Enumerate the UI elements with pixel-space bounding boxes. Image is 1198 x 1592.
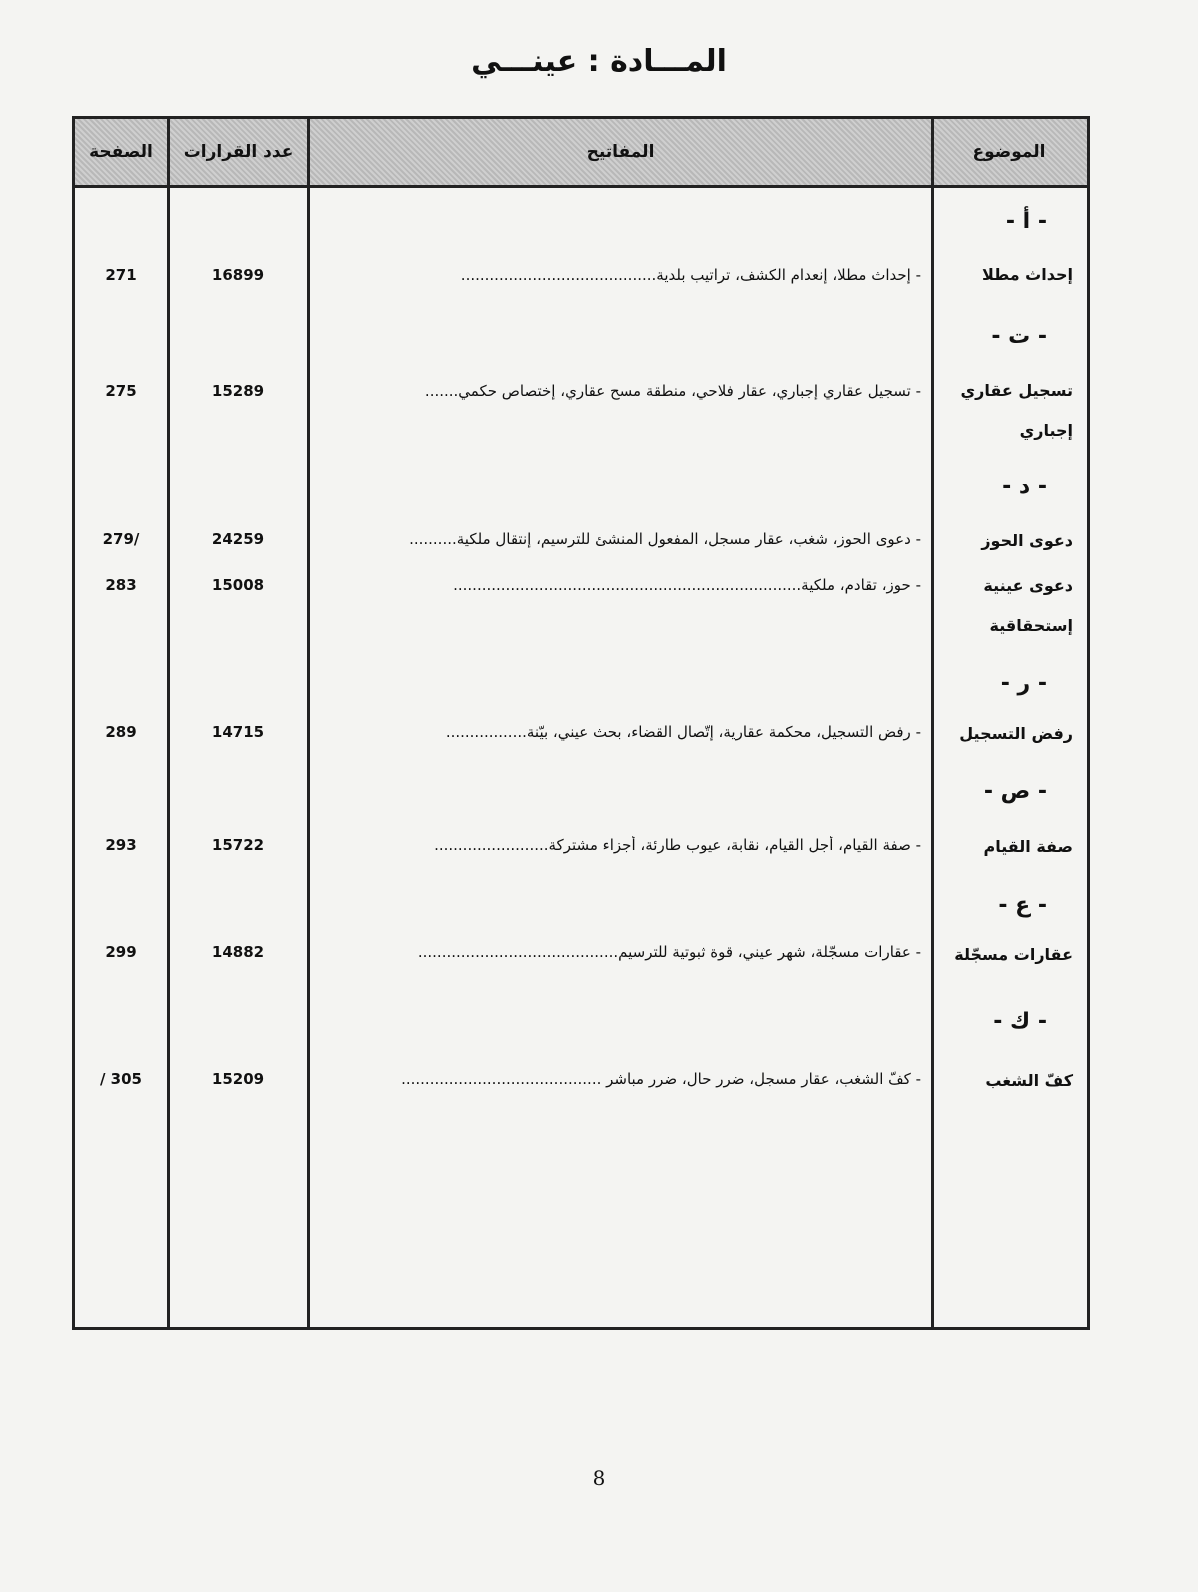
section-letter: - ص -: [983, 779, 1047, 804]
section-letter: - ع -: [998, 893, 1047, 918]
count: 14715: [211, 723, 265, 741]
column-divider: [307, 119, 310, 1327]
header-topic: الموضوع: [972, 142, 1046, 162]
page-ref: / 305: [99, 1070, 142, 1088]
count: 15722: [211, 836, 265, 854]
keys: - دعوى الحوز، شغب، عقار مسجل، المفعول ال…: [409, 530, 921, 548]
header-keys: المفاتيح: [586, 142, 655, 162]
header-count: عدد القرارات: [183, 142, 294, 162]
page-ref: 293: [105, 836, 137, 854]
keys: - كفّ الشغب، عقار مسجل، ضرر حال، ضرر مبا…: [401, 1070, 921, 1088]
page-ref: 271: [105, 266, 137, 284]
header-page: الصفحة: [89, 142, 153, 162]
page-number: 8: [592, 1466, 606, 1490]
page-ref: 283: [105, 576, 137, 594]
page-ref: 299: [105, 943, 137, 961]
page-ref: 275: [105, 382, 137, 400]
topic: تسجيل عقاري إجباري: [960, 381, 1073, 440]
keys: - تسجيل عقاري إجباري، عقار فلاحي، منطقة …: [424, 382, 921, 400]
index-table: الصفحة عدد القرارات المفاتيح الموضوع - أ…: [72, 116, 1090, 1330]
page-ref: 279/: [102, 530, 140, 548]
keys: - صفة القيام، أجل القيام، نقابة، عيوب طا…: [434, 836, 921, 854]
keys: - عقارات مسجّلة، شهر عيني، قوة ثبوتية لل…: [417, 943, 921, 961]
section-letter: - أ -: [1005, 209, 1047, 234]
section-letter: - ر -: [1000, 671, 1047, 696]
keys: - حوز، تقادم، ملكية.....................…: [453, 576, 921, 594]
topic: عقارات مسجّلة: [954, 945, 1073, 964]
table-header: [75, 119, 1087, 188]
topic: دعوى الحوز: [981, 531, 1073, 550]
page-ref: 289: [105, 723, 137, 741]
section-letter: - د -: [1002, 474, 1047, 499]
count: 24259: [211, 530, 265, 548]
topic: رفض التسجيل: [959, 724, 1073, 743]
topic: إحداث مطلا: [981, 265, 1073, 284]
count: 14882: [211, 943, 265, 961]
section-letter: - ت -: [991, 324, 1047, 349]
count: 15008: [211, 576, 265, 594]
topic: دعوى عينية إستحقاقية: [983, 576, 1073, 635]
topic: كفّ الشغب: [985, 1071, 1073, 1090]
keys: - إحداث مطلا، إنعدام الكشف، تراتيب بلدية…: [460, 266, 921, 284]
count: 15209: [211, 1070, 265, 1088]
column-divider: [167, 119, 170, 1327]
keys: - رفض التسجيل، محكمة عقارية، إتّصال القض…: [445, 723, 921, 741]
page-title: المـــادة : عينـــي: [471, 44, 727, 79]
column-divider: [931, 119, 934, 1327]
count: 15289: [211, 382, 265, 400]
section-letter: - ك -: [993, 1009, 1047, 1034]
count: 16899: [211, 266, 265, 284]
topic: صفة القيام: [983, 837, 1073, 856]
